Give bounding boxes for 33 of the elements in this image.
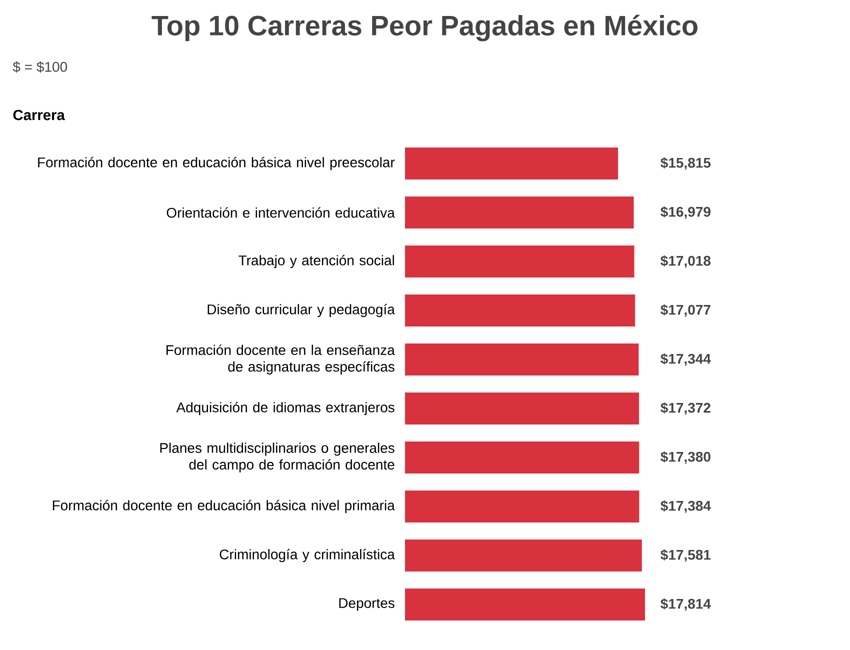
y-tick-label: Formación docente en la enseñanza de asignaturas específicas <box>166 344 395 374</box>
data-label: $17,814 <box>660 598 711 611</box>
y-tick-label: Formación docente en educación básica nivel preescolar <box>38 156 395 170</box>
y-tick-label: Formación docente en educación básica nivel primaria <box>52 500 395 514</box>
y-tick-label: Deportes <box>339 598 394 611</box>
data-label: $17,581 <box>660 549 711 562</box>
data-label: $16,979 <box>660 206 710 219</box>
y-tick-label: Criminología y criminalística <box>220 548 395 562</box>
bar <box>404 196 634 229</box>
text: Carrera <box>13 110 65 120</box>
bar <box>404 294 636 327</box>
y-tick-label: Diseño curricular y pedagogía <box>208 304 395 318</box>
bar <box>404 588 645 621</box>
y-tick-label: Planes multidisciplinarios o generales del campo de formación docente <box>160 442 394 472</box>
data-label: $15,815 <box>660 157 711 170</box>
y-tick-label: Adquisición de idiomas extranjeros <box>176 402 394 416</box>
bar <box>404 246 634 278</box>
text: $ = $100 <box>12 61 68 73</box>
data-label: $17,018 <box>660 255 711 268</box>
bar <box>404 344 639 376</box>
bar <box>404 442 640 474</box>
y-tick-label: Orientación e intervención educativa <box>166 207 395 218</box>
chart-title: Top 10 Carreras Peor Pagadas en México <box>152 14 698 42</box>
bar <box>404 148 618 180</box>
data-label: $17,344 <box>660 353 711 366</box>
bar <box>404 392 640 425</box>
y-tick-label: Trabajo y atención social <box>238 254 394 268</box>
data-label: $17,372 <box>660 402 710 415</box>
bar <box>404 490 640 523</box>
data-label: $17,384 <box>660 500 711 513</box>
data-label: $17,077 <box>660 304 710 317</box>
data-label: $17,380 <box>660 451 710 464</box>
bar <box>404 540 642 572</box>
